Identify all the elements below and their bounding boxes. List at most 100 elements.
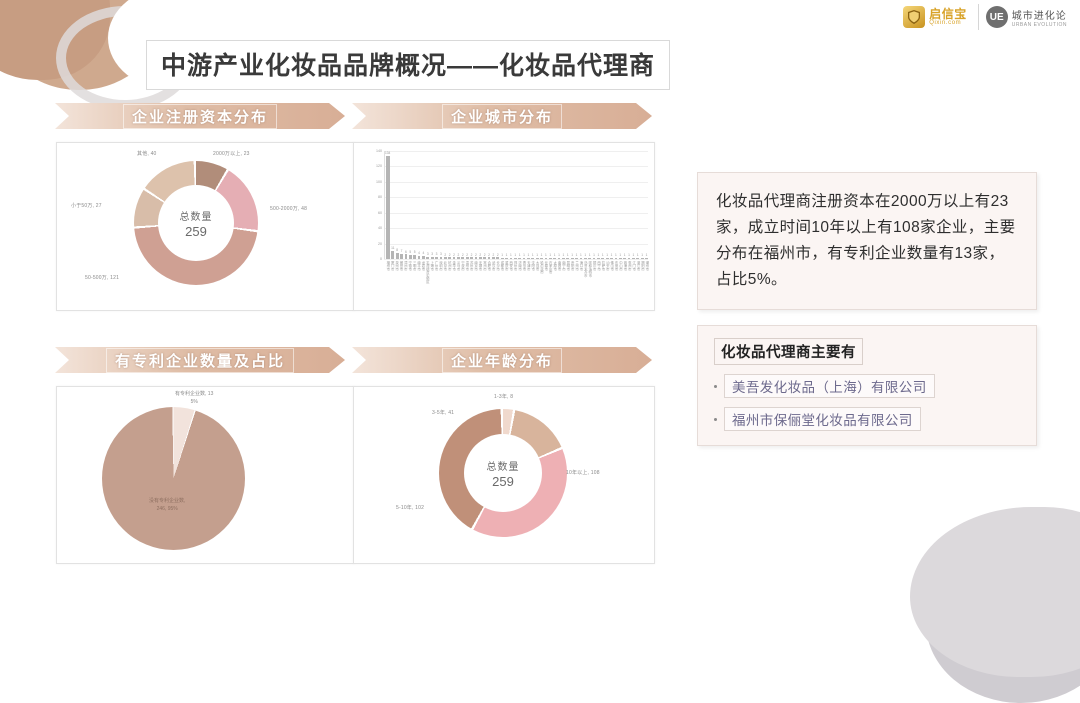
bar-column: 1 [509,151,513,259]
bar-column: 1 [513,151,517,259]
bar [636,258,640,259]
agent-company-0[interactable]: 美吾发化妆品（上海）有限公司 [724,374,935,398]
bar-value-label: 2 [496,252,499,257]
x-axis-label: 湛江市 [636,261,641,271]
bar-column: 1 [557,151,561,259]
bar-column: 8 [395,151,399,259]
x-axis-label: 长沙市 [495,261,500,271]
bar-column: 3 [430,151,434,259]
bar-value-label: 1 [531,253,534,258]
bar-column: 1 [605,151,609,259]
bar-column: 1 [570,151,574,259]
city-chart-bars: 134 11 8 7 6 5 5 4 4 3 3 3 3 2 2 2 2 2 2 2 2 2 2 2 2 2 1 1 1 1 1 1 1 1 1 1 1… [385,151,648,259]
section-banner-capital-label: 企业注册资本分布 [123,104,277,129]
bar [627,258,631,259]
bar-column: 2 [461,151,465,259]
bar-column: 1 [614,151,618,259]
bar-column: 3 [426,151,430,259]
bar-column: 2 [487,151,491,259]
bar-column: 1 [618,151,622,259]
bar-value-label: 6 [405,249,407,254]
x-axis-label: 拉萨市 [600,261,605,271]
bar-column: 1 [632,151,636,259]
city-chart-gridlines: 0 20 40 60 80 100 120 140 [376,149,648,261]
x-axis-label: 青岛市 [521,261,526,271]
chart-panel-patent: 有专利企业数, 13 5% 没有专利企业数, 246, 95% [56,386,355,564]
brand-logo-bar: 启信宝 Qixin.com UE 城市进化论 URBAN EVOLUTION [898,4,1072,30]
y-axis-tick: 0 [380,257,382,261]
x-axis-label: 厦门市 [390,261,395,271]
x-axis-label: 西宁市 [596,261,601,271]
x-axis-label: 义乌市 [456,261,461,271]
bar-value-label: 3 [435,251,438,256]
bar-value-label: 1 [619,253,622,258]
bar-value-label: 3 [431,251,434,256]
x-axis-label: 福州市 [385,261,390,271]
bar-column: 1 [592,151,596,259]
bar-value-label: 2 [466,252,469,257]
bar-value-label: 1 [645,253,648,258]
y-axis-tick: 60 [378,210,382,215]
bar-column: 2 [457,151,461,259]
bar-value-label: 2 [453,252,455,257]
bar-value-label: 2 [448,252,451,257]
x-axis-label: 温州市 [464,261,469,271]
x-axis-label: 大连市 [535,261,540,271]
bar-value-label: 2 [488,252,490,257]
bar [592,258,596,259]
bar-column: 1 [597,151,601,259]
x-axis-label: 莆田市 [398,261,403,271]
bar-column: 2 [452,151,456,259]
bar-column: 2 [483,151,487,259]
x-axis-label: 龙岩市 [420,261,425,271]
bar-column: 1 [601,151,605,259]
x-axis-label: 乌鲁木齐市 [583,261,588,277]
x-axis-label: 济南市 [517,261,522,271]
bar-column: 1 [627,151,631,259]
bar [509,258,513,259]
bar-column: 5 [408,151,412,259]
bar [570,258,574,259]
list-item[interactable]: 福州市保俪堂化妆品有限公司 [714,407,1020,431]
agent-company-1[interactable]: 福州市保俪堂化妆品有限公司 [724,407,921,431]
bar-value-label: 1 [580,253,582,258]
bar-value-label: 1 [601,253,604,258]
bar-value-label: 2 [444,252,447,257]
gridline [384,151,648,152]
age-label-2: 5-10年, 102 [396,505,425,511]
bar [575,258,578,259]
x-axis-label: 汕头市 [605,261,610,271]
x-axis-label: 长春市 [543,261,548,271]
bar-value-label: 2 [457,252,460,257]
bar-value-label: 1 [505,253,508,258]
bar-column: 1 [610,151,614,259]
bar-column: 2 [470,151,474,259]
bar [535,258,539,259]
bar [422,255,425,259]
bar-column: 2 [478,151,482,259]
bar-column: 1 [579,151,583,259]
x-axis-label: 金华市 [451,261,456,271]
x-axis-label: 杭州市 [447,261,452,271]
x-axis-label: 中山市 [618,261,623,271]
bar-column: 2 [465,151,469,259]
bar-value-label: 1 [514,253,517,258]
bar [544,258,548,259]
bar-value-label: 5 [409,250,412,255]
bar-value-label: 1 [523,253,525,258]
x-axis-label: 宁德市 [407,261,412,271]
bar-value-label: 2 [483,252,486,257]
x-axis-label: 呼和浩特市 [587,261,592,277]
decor-blob-bottom-right [910,507,1080,677]
x-axis-label: 南宁市 [561,261,566,271]
bar-column: 3 [435,151,439,259]
x-axis-label: 海口市 [578,261,583,271]
bar [400,253,403,259]
bar [391,250,395,259]
bar [522,258,526,259]
capital-label-2: 50-500万, 121 [85,275,120,281]
x-axis-label: 潮州市 [644,261,649,271]
bar-column: 2 [443,151,447,259]
list-item[interactable]: 美吾发化妆品（上海）有限公司 [714,374,1020,398]
bar [478,257,482,259]
